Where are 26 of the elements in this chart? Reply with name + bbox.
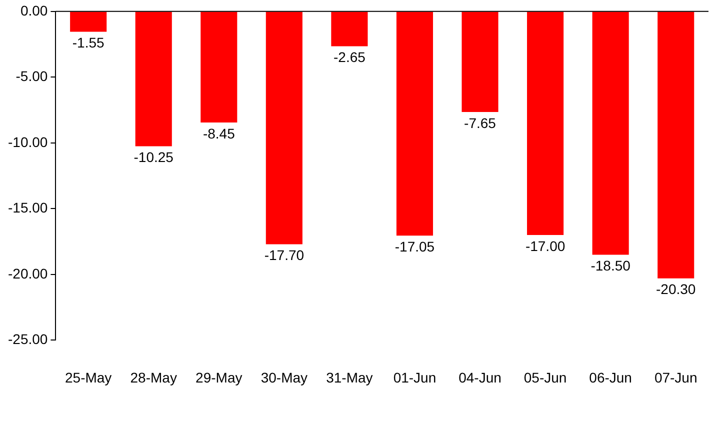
data-label: -17.00 — [525, 238, 566, 254]
y-tick-label: -20.00 — [8, 265, 48, 282]
y-tick-label: -25.00 — [8, 331, 48, 348]
y-tick-label: -5.00 — [16, 68, 48, 84]
x-tick-label: 29-May — [196, 369, 242, 386]
x-tick-label: 07-Jun — [654, 369, 698, 386]
y-tick-label: 0.00 — [20, 2, 48, 18]
y-tick-label: -15.00 — [8, 200, 48, 216]
data-label: -7.65 — [464, 114, 496, 131]
x-tick-label: 28-May — [130, 369, 177, 386]
data-label: -17.05 — [394, 238, 435, 254]
data-label: -2.65 — [333, 49, 366, 66]
x-tick-label: 06-Jun — [589, 369, 632, 386]
x-tick-label: 30-May — [260, 369, 308, 386]
data-label: -18.50 — [590, 258, 631, 274]
data-label: -17.70 — [264, 247, 304, 264]
data-label: -10.25 — [134, 149, 174, 166]
x-tick-label: 25-May — [64, 369, 112, 386]
x-tick-label: 04-Jun — [458, 369, 502, 386]
data-label: -8.45 — [202, 125, 236, 142]
y-tick-label: -10.00 — [8, 134, 48, 150]
data-label: -1.55 — [72, 34, 104, 51]
x-tick-label: 05-Jun — [524, 369, 567, 386]
x-tick-label: 01-Jun — [393, 369, 436, 386]
x-tick-label: 31-May — [326, 369, 373, 386]
data-label: -20.30 — [656, 281, 696, 298]
